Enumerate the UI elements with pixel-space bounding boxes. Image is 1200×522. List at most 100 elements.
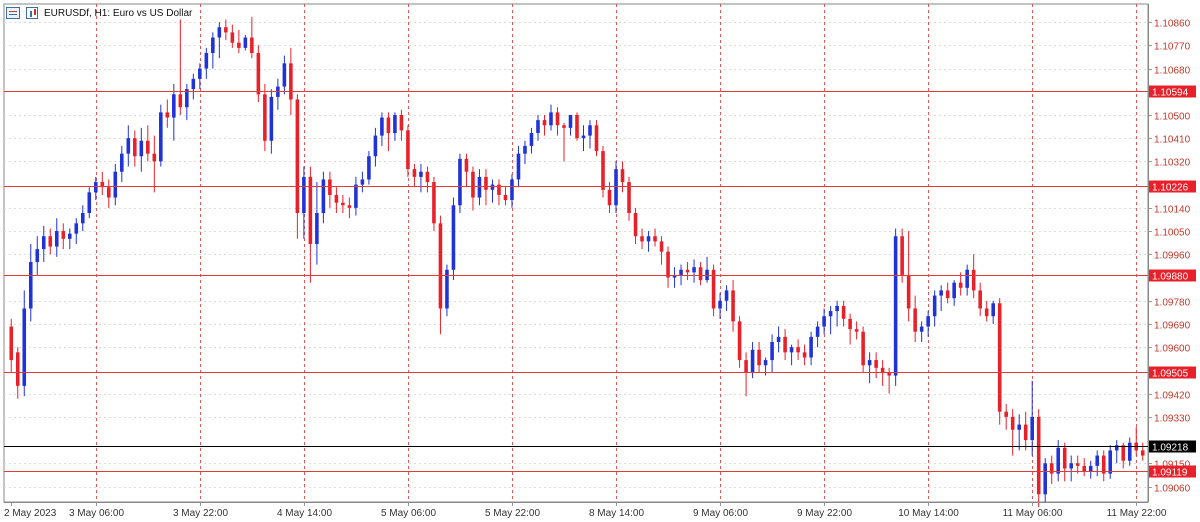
candle[interactable]: [354, 184, 358, 208]
candle[interactable]: [497, 184, 501, 195]
candle[interactable]: [1121, 445, 1126, 461]
candle[interactable]: [61, 231, 66, 239]
candle[interactable]: [1069, 463, 1074, 469]
candle[interactable]: [28, 262, 33, 309]
candle[interactable]: [477, 176, 482, 198]
candle[interactable]: [107, 187, 111, 198]
candle[interactable]: [711, 269, 716, 309]
candle[interactable]: [484, 176, 488, 190]
candle[interactable]: [724, 290, 729, 301]
candle[interactable]: [1075, 463, 1080, 466]
candle[interactable]: [802, 352, 807, 358]
candle[interactable]: [464, 158, 469, 172]
candle[interactable]: [815, 326, 820, 337]
candle[interactable]: [841, 305, 846, 319]
candle[interactable]: [620, 169, 625, 183]
candle[interactable]: [471, 171, 475, 198]
candle[interactable]: [926, 316, 930, 327]
candle[interactable]: [744, 360, 748, 373]
candle[interactable]: [1049, 463, 1054, 474]
candle[interactable]: [874, 360, 878, 368]
candle[interactable]: [932, 295, 937, 317]
candle[interactable]: [243, 37, 248, 48]
candle[interactable]: [776, 336, 781, 343]
candle[interactable]: [952, 282, 956, 299]
candle[interactable]: [328, 179, 332, 195]
candle[interactable]: [633, 213, 638, 237]
candle[interactable]: [809, 336, 813, 358]
candle[interactable]: [614, 169, 618, 206]
candle[interactable]: [191, 78, 196, 90]
candle[interactable]: [15, 352, 20, 386]
candle[interactable]: [939, 290, 943, 296]
candle[interactable]: [503, 194, 508, 201]
candle[interactable]: [100, 182, 105, 188]
candle[interactable]: [386, 117, 391, 134]
candle[interactable]: [1036, 416, 1041, 495]
candle[interactable]: [341, 202, 345, 206]
plot-area[interactable]: [3, 3, 1149, 503]
candle[interactable]: [718, 300, 722, 309]
candle[interactable]: [360, 179, 365, 185]
candle[interactable]: [750, 349, 755, 373]
candle[interactable]: [1056, 447, 1060, 474]
candle[interactable]: [451, 205, 456, 270]
candle[interactable]: [1030, 416, 1034, 441]
candle[interactable]: [419, 171, 423, 177]
candle[interactable]: [126, 138, 131, 154]
candle[interactable]: [562, 125, 566, 128]
candle[interactable]: [204, 53, 209, 69]
candle[interactable]: [919, 326, 924, 332]
candle[interactable]: [893, 236, 898, 376]
candle[interactable]: [627, 182, 631, 214]
candle[interactable]: [490, 184, 495, 190]
candle[interactable]: [432, 182, 436, 224]
candle[interactable]: [399, 114, 404, 131]
candle[interactable]: [783, 336, 787, 353]
candle[interactable]: [269, 96, 274, 141]
candle[interactable]: [165, 112, 170, 118]
candle[interactable]: [581, 135, 586, 139]
candle[interactable]: [1095, 455, 1100, 466]
candle[interactable]: [984, 308, 989, 317]
candle[interactable]: [1101, 455, 1106, 474]
candle[interactable]: [672, 274, 677, 278]
candle[interactable]: [588, 125, 592, 136]
candle[interactable]: [217, 27, 222, 38]
candle[interactable]: [458, 158, 462, 206]
candle[interactable]: [393, 114, 397, 134]
candle[interactable]: [87, 192, 92, 214]
candle[interactable]: [1004, 411, 1008, 417]
candle[interactable]: [594, 125, 599, 152]
candle[interactable]: [1140, 450, 1145, 456]
candle[interactable]: [555, 112, 560, 126]
candle[interactable]: [256, 53, 261, 95]
candle[interactable]: [1017, 424, 1021, 430]
candle[interactable]: [679, 269, 683, 275]
candle[interactable]: [867, 360, 872, 366]
candle[interactable]: [854, 329, 859, 332]
candle[interactable]: [321, 179, 326, 214]
candle[interactable]: [763, 360, 768, 366]
candle[interactable]: [1127, 442, 1132, 461]
candle[interactable]: [224, 27, 228, 33]
candle[interactable]: [529, 133, 534, 146]
candle[interactable]: [1088, 465, 1093, 472]
candle[interactable]: [438, 223, 443, 309]
candle[interactable]: [380, 117, 384, 136]
candle[interactable]: [1062, 447, 1067, 469]
candle[interactable]: [412, 169, 417, 177]
chart-window-icon[interactable]: [6, 7, 20, 19]
candle[interactable]: [796, 347, 800, 353]
candle[interactable]: [152, 153, 157, 162]
candle[interactable]: [640, 236, 644, 242]
candle[interactable]: [94, 182, 98, 193]
one-click-trading-icon[interactable]: [26, 7, 38, 19]
candle[interactable]: [9, 326, 14, 361]
candle[interactable]: [549, 112, 553, 126]
candle[interactable]: [971, 269, 976, 291]
candle[interactable]: [295, 99, 300, 214]
candle[interactable]: [315, 213, 319, 244]
candle[interactable]: [54, 231, 59, 247]
